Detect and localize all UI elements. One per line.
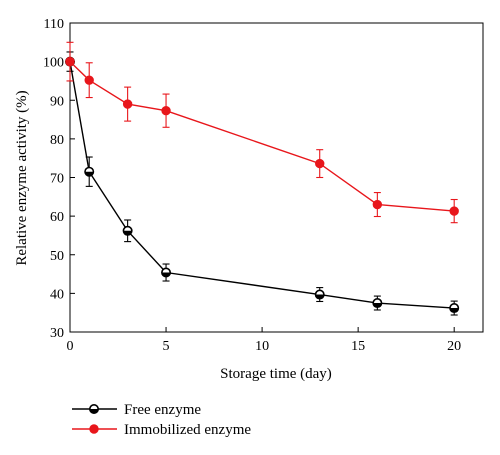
series-layer [65,41,460,316]
data-point [89,424,99,434]
legend-item-0: Free enzyme [72,402,201,418]
legend: Free enzyme Immobilized enzyme [72,402,251,438]
y-tick-label: 40 [50,287,64,302]
data-point-fill [85,171,94,176]
data-point-fill [315,294,324,299]
x-tick-label: 5 [163,339,170,354]
data-point-fill [449,308,459,313]
data-point [161,105,171,116]
series-line [69,61,455,212]
y-tick-label: 110 [44,17,64,32]
data-point [372,199,383,210]
legend-item-1: Immobilized enzyme [72,422,251,438]
axis-ticks: 0 5 10 15 20 30 40 50 60 70 80 90 100 110 [43,17,461,354]
data-point-fill [373,303,382,308]
data-point [449,206,459,216]
data-point [315,158,325,169]
plot-area [69,22,484,333]
series-0 [65,51,460,316]
y-tick-label: 50 [50,249,64,264]
data-point [84,75,94,85]
x-tick-label: 15 [351,339,365,354]
data-point [122,99,133,109]
data-point [65,56,75,67]
y-tick-label: 60 [50,210,64,225]
legend-label: Free enzyme [124,402,201,418]
x-tick-label: 20 [447,339,461,354]
plot-frame [69,22,484,333]
data-point-fill [89,409,99,414]
x-tick-label: 10 [255,339,269,354]
series-1 [65,41,459,224]
x-axis-label: Storage time (day) [220,366,332,382]
y-tick-label: 100 [43,56,64,71]
data-point-fill [123,230,132,236]
x-tick-label: 0 [67,339,74,354]
y-tick-label: 30 [50,326,64,341]
y-tick-label: 90 [50,94,64,109]
y-tick-label: 70 [50,172,64,187]
y-tick-label: 80 [50,133,64,148]
y-axis-label: Relative enzyme activity (%) [14,90,30,265]
data-point-fill [161,272,171,277]
legend-label: Immobilized enzyme [124,422,251,438]
